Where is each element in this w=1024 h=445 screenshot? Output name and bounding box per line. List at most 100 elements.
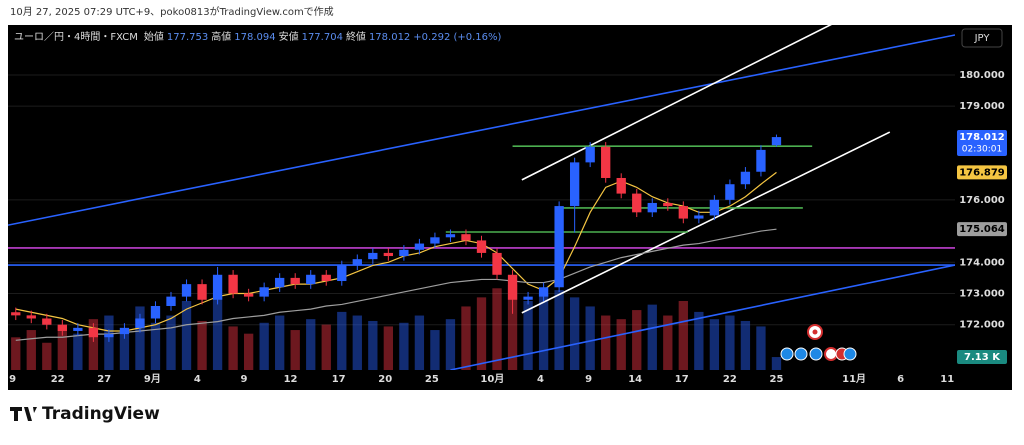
candle-body (306, 274, 316, 285)
ohlc-value: 177.753 (167, 32, 208, 43)
volume-bar (430, 330, 440, 370)
moving-average (15, 228, 777, 341)
candle-body (321, 274, 331, 282)
candle-body (663, 202, 673, 207)
price-label-box (957, 165, 1007, 180)
x-tick-label: 12 (284, 374, 298, 385)
candle-body (523, 296, 533, 300)
change: +0.292 (+0.16%) (413, 32, 501, 43)
trend-line (450, 264, 955, 370)
candle-body (383, 252, 394, 257)
candle-body (259, 287, 269, 297)
y-tick-label: 173.000 (959, 289, 1005, 300)
currency-box[interactable] (961, 28, 1003, 48)
x-tick-label: 25 (425, 374, 439, 385)
candle-body (42, 318, 52, 325)
candle-body (166, 296, 176, 306)
y-tick-label: 176.000 (959, 195, 1005, 206)
volume-bar (26, 330, 36, 370)
volume-bar (538, 293, 549, 370)
x-tick-label: 9 (240, 374, 247, 385)
price-label: 178.012 (959, 132, 1005, 143)
volume-bar (414, 315, 425, 370)
candle-body (601, 146, 611, 178)
ohlc-value: 177.704 (302, 32, 343, 43)
volume-bar (104, 315, 114, 370)
x-tick-label: 6 (897, 374, 904, 385)
candle-body (492, 252, 502, 275)
volume-bar (694, 311, 704, 370)
volume-bar (709, 319, 720, 370)
volume-bar (663, 315, 673, 370)
candle-body (73, 327, 83, 331)
chart-background (8, 25, 1012, 390)
trend-line (521, 25, 832, 181)
volume-bar (135, 306, 145, 370)
x-tick-label: 14 (628, 374, 642, 385)
candle-body (135, 318, 145, 328)
volume-bar (42, 342, 52, 370)
candle-body (725, 184, 735, 200)
candle-body (445, 234, 456, 238)
volume-bar (569, 297, 580, 370)
price-label-box (957, 222, 1007, 237)
candle-body (678, 206, 688, 219)
candle-body (181, 284, 192, 297)
volume-bar (88, 319, 99, 370)
brand: TradingView (42, 404, 160, 424)
candle-body (290, 277, 300, 285)
candle-body (275, 277, 285, 288)
candle-body (104, 334, 114, 338)
currency[interactable]: JPY (974, 33, 991, 44)
volume-bar (647, 304, 657, 370)
x-tick-label: 11 (940, 374, 954, 385)
volume-bar (756, 326, 766, 370)
volume-bar (352, 315, 362, 370)
candle-body (709, 199, 720, 216)
candle-body (212, 274, 223, 300)
candle-body (88, 327, 99, 338)
volume-bar (306, 319, 316, 370)
volume-bar (554, 290, 564, 370)
countdown: 02:30:01 (962, 145, 1002, 155)
candle-body (150, 305, 161, 319)
y-tick-label: 172.000 (959, 320, 1005, 331)
volume-bar (492, 288, 502, 370)
candle-body (119, 327, 130, 335)
volume-bar (321, 324, 331, 370)
ohlc-value: 178.094 (234, 32, 275, 43)
candle-body (414, 243, 425, 250)
ohlc-label: 始値 (144, 30, 164, 43)
volume-bar (632, 310, 642, 370)
volume-bar (368, 320, 378, 370)
candle-body (538, 287, 549, 297)
y-tick-label: 174.000 (959, 257, 1005, 268)
ohlc-label: 終値 (346, 30, 366, 43)
ohlc-label: 安値 (279, 30, 299, 43)
y-tick-label: 179.000 (959, 101, 1005, 112)
candle-body (694, 215, 704, 219)
candle-body (11, 312, 21, 316)
volume-bar (259, 322, 269, 370)
candle-body (476, 240, 487, 253)
candle-body (740, 171, 751, 185)
candle-body (352, 259, 362, 266)
volume-bar (725, 315, 735, 370)
x-tick-label: 17 (675, 374, 689, 385)
volume-bar (383, 326, 394, 370)
candle-body (632, 193, 642, 213)
volume-bar (399, 322, 409, 370)
candle-body (430, 237, 440, 244)
volume-bar (290, 330, 300, 370)
x-tick-label: 9 (9, 374, 16, 385)
candle-body (554, 206, 564, 288)
x-tick-label: 17 (332, 374, 346, 385)
candle-body (771, 137, 782, 146)
volume-bar (337, 311, 347, 370)
candle-body (461, 234, 471, 241)
event-icons (780, 324, 857, 361)
candle-body (243, 293, 254, 297)
symbol: ユーロ／円・4時間・FXCM (14, 31, 138, 43)
x-tick-label: 9 (585, 374, 592, 385)
